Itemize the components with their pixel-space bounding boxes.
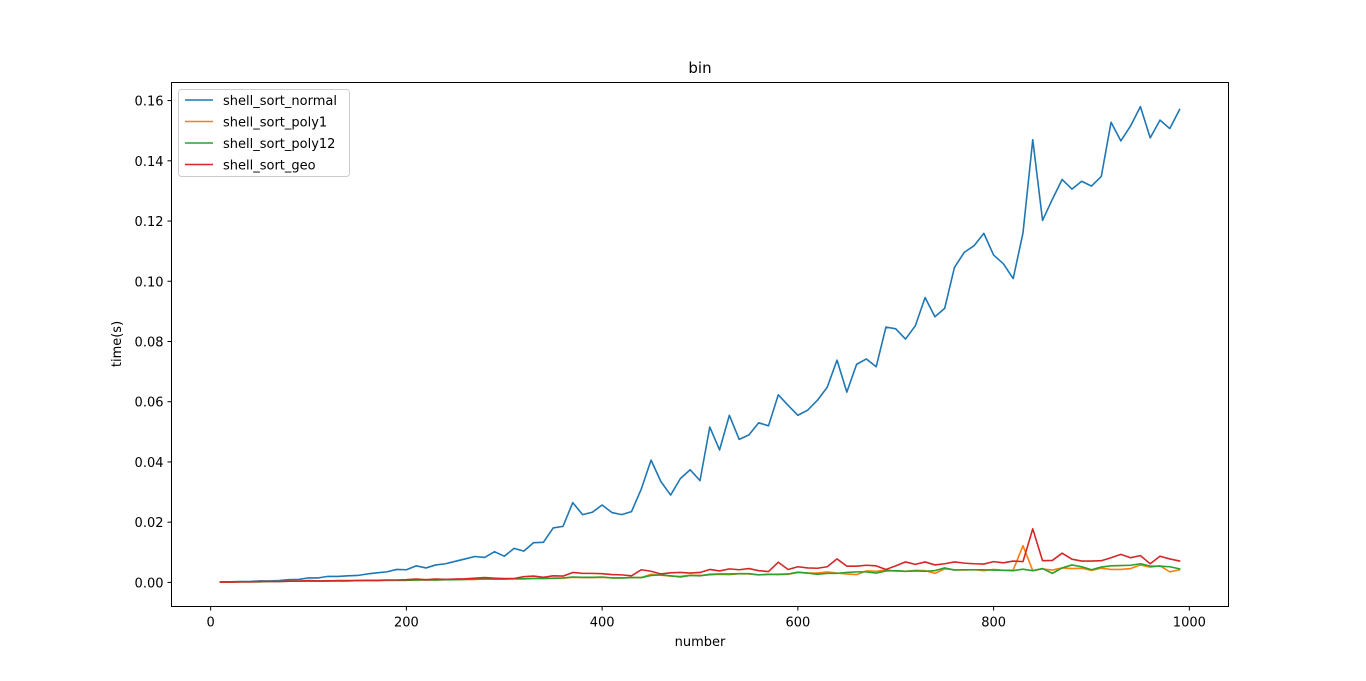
y-tick-label: 0.12 (135, 215, 164, 230)
x-tick-label: 200 (394, 616, 419, 631)
y-axis: 0.00 0.02 0.04 0.06 0.08 0.10 0.12 0.14 0.16 (135, 95, 172, 591)
y-tick-label: 0.10 (135, 275, 164, 290)
series-layer (219, 105, 1181, 583)
x-axis: 0 200 400 600 800 1000 (207, 606, 1206, 631)
legend-entry-shell_sort_poly12: shell_sort_poly12 (223, 137, 335, 152)
series-line-shell_sort_normal (219, 105, 1181, 583)
legend: shell_sort_normal shell_sort_poly1 shell_s… (178, 89, 350, 177)
x-tick-label: 400 (590, 616, 615, 631)
legend-entry-shell_sort_geo: shell_sort_geo (223, 159, 316, 174)
y-tick-label: 0.06 (135, 396, 164, 411)
legend-entry-shell_sort_normal: shell_sort_normal (223, 94, 337, 109)
y-tick-label: 0.00 (135, 576, 164, 591)
series-line-shell_sort_geo (219, 527, 1181, 583)
y-tick-label: 0.14 (135, 155, 164, 170)
x-tick-label: 1000 (1173, 616, 1206, 631)
x-tick-label: 800 (981, 616, 1006, 631)
plot-frame (171, 82, 1229, 607)
y-tick-label: 0.08 (135, 335, 164, 350)
legend-entry-shell_sort_poly1: shell_sort_poly1 (223, 116, 327, 131)
x-tick-label: 0 (207, 616, 215, 631)
legend-box (178, 89, 350, 177)
x-tick-label: 600 (785, 616, 810, 631)
y-tick-label: 0.16 (135, 95, 164, 110)
y-tick-label: 0.04 (135, 456, 164, 471)
y-axis-label: time(s) (110, 321, 125, 367)
y-tick-label: 0.02 (135, 516, 164, 531)
x-axis-label: number (675, 635, 726, 650)
chart-title: bin (688, 59, 711, 77)
